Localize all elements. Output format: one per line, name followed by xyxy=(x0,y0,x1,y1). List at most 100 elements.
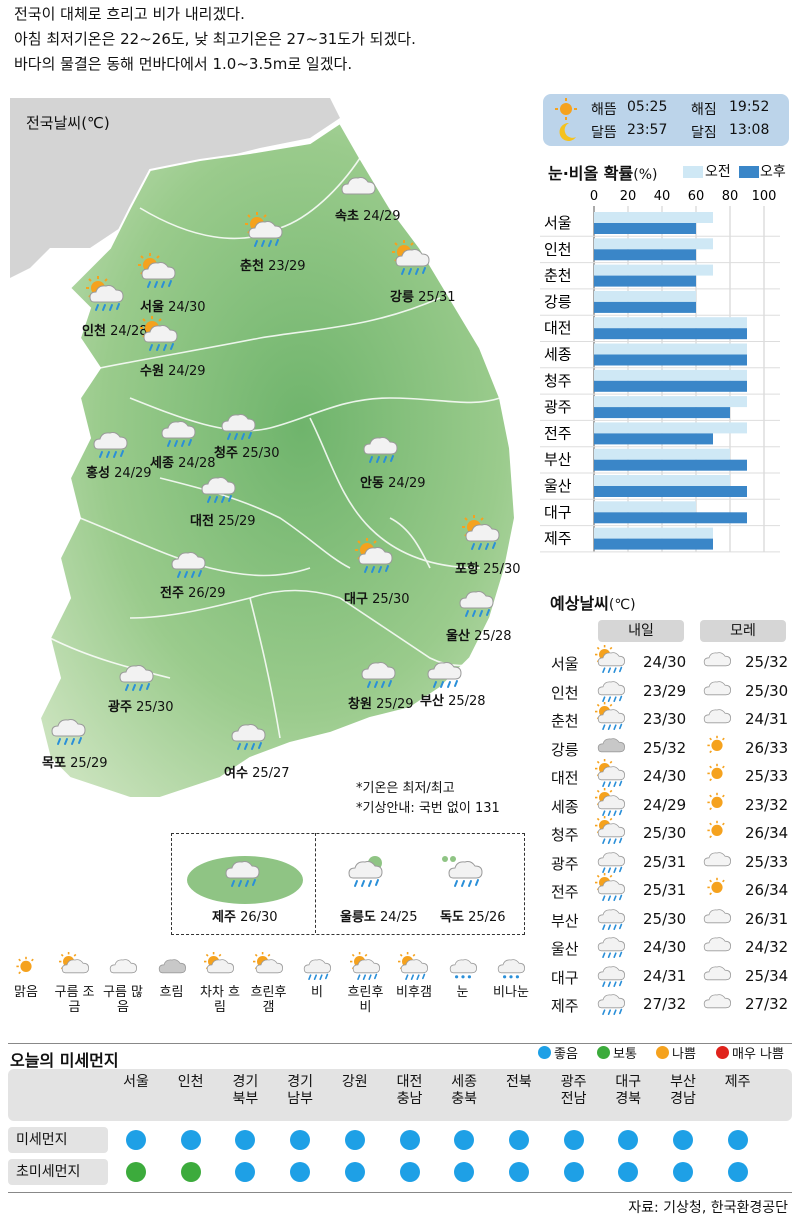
legend-label: 눈 xyxy=(456,985,469,1000)
sun-rain-icon xyxy=(595,816,626,845)
city-temp: 25/29 xyxy=(218,514,256,529)
map-weather-icon xyxy=(48,710,88,750)
dust-legend-label: 좋음 xyxy=(554,1047,578,1062)
dust-legend-label: 보통 xyxy=(613,1047,637,1062)
city-temp: 26/29 xyxy=(188,586,226,601)
dust-region-header: 대전 충남 xyxy=(396,1074,423,1107)
city-temp: 24/28 xyxy=(178,456,216,471)
city-temp: 25/31 xyxy=(418,290,456,305)
jeju-island-shape xyxy=(187,856,303,904)
city-label: 목포 25/29 xyxy=(42,752,108,771)
sun-icon xyxy=(707,792,725,810)
dust-status-dot xyxy=(180,1130,201,1150)
category-label: 인천 xyxy=(544,240,572,258)
sun-icon xyxy=(16,956,34,975)
forecast-temp-tomorrow: 25/30 xyxy=(643,824,687,842)
x-tick-label: 0 xyxy=(590,189,598,204)
forecast-icon-2 xyxy=(701,873,733,905)
forecast-icon-2 xyxy=(701,987,733,1019)
dust-status-dot xyxy=(727,1162,748,1182)
city-name: 홍성 xyxy=(86,466,110,481)
bar-pm xyxy=(594,249,696,261)
map-weather-icon xyxy=(424,653,464,693)
forecast-city: 강릉 xyxy=(551,740,579,759)
forecast-temp-dayafter: 26/31 xyxy=(745,909,789,928)
sun-icon xyxy=(707,735,725,753)
dust-status-dot xyxy=(126,1162,146,1182)
island-temp: 25/26 xyxy=(468,910,506,925)
island-weather-icon xyxy=(345,852,385,892)
sun-rain-icon xyxy=(595,787,626,816)
forecast-temp-tomorrow: 25/30 xyxy=(643,909,687,928)
city-name: 서울 xyxy=(140,300,164,315)
snow-icon xyxy=(449,959,477,979)
sun-icon xyxy=(707,763,725,782)
sunrise-time: 05:25 xyxy=(627,99,668,115)
headline-line-2: 아침 최저기온은 22~26도, 낮 최고기온은 27~31도가 되겠다. xyxy=(14,30,416,48)
city-name: 대전 xyxy=(190,514,214,529)
forecast-temp-tomorrow: 25/32 xyxy=(643,738,687,757)
forecast-icon-1 xyxy=(595,930,627,962)
bar-pm xyxy=(594,486,747,497)
sun-rain-icon xyxy=(245,212,283,247)
map-weather-icon xyxy=(355,538,395,578)
city-temp: 23/29 xyxy=(268,259,306,274)
dust-region-header: 전북 xyxy=(506,1074,532,1090)
forecast-city: 울산 xyxy=(551,940,579,958)
island-label: 제주 26/30 xyxy=(212,906,278,925)
dark-cloud-icon xyxy=(158,959,186,974)
forecast-temp-dayafter: 26/34 xyxy=(745,824,789,842)
bar-am xyxy=(594,396,747,408)
forecast-city: 인천 xyxy=(551,683,579,702)
city-label: 홍성 24/29 xyxy=(86,462,152,481)
category-label: 전주 xyxy=(544,424,572,442)
sun-moon-box: 해뜸 05:25 해짐 19:52 달뜸 23:57 달짐 13:08 xyxy=(543,94,789,146)
legend-icon xyxy=(204,952,236,984)
island-name: 제주 xyxy=(212,910,236,925)
rain-icon xyxy=(171,552,206,578)
forecast-city: 대전 xyxy=(551,769,579,787)
city-label: 청주 25/30 xyxy=(214,442,280,461)
city-temp: 25/30 xyxy=(136,700,174,715)
city-temp: 25/29 xyxy=(70,756,108,771)
category-label: 광주 xyxy=(544,398,572,416)
forecast-temp-dayafter: 24/31 xyxy=(745,710,789,728)
bar-pm xyxy=(594,538,713,550)
city-label: 포항 25/30 xyxy=(455,558,521,577)
island-name: 독도 xyxy=(440,910,464,925)
korea-map-graphic xyxy=(10,98,517,799)
dokdo-island-shape xyxy=(442,856,456,862)
rain-icon xyxy=(427,662,462,688)
island-name: 울릉도 xyxy=(340,910,376,925)
dust-status-dot xyxy=(727,1130,748,1150)
bar-pm xyxy=(594,512,747,524)
forecast-city: 대구 xyxy=(551,968,579,987)
moonset-time: 13:08 xyxy=(729,122,770,138)
city-name: 인천 xyxy=(82,324,106,339)
rain-icon xyxy=(597,851,626,873)
bar-am xyxy=(594,475,730,486)
cloudy-icon xyxy=(703,908,732,923)
rain-icon xyxy=(361,662,396,688)
map-weather-icon xyxy=(392,240,432,280)
city-temp: 25/28 xyxy=(448,694,486,709)
category-label: 춘천 xyxy=(544,267,572,285)
sun-rain-icon xyxy=(462,515,500,550)
island-weather-icon xyxy=(445,852,485,892)
sun-rain-icon xyxy=(140,316,178,351)
source-text: 자료: 기상청, 한국환경공단 xyxy=(628,1200,788,1216)
forecast-icon-2 xyxy=(701,788,733,820)
forecast-row: 강릉 25/32 26/33 xyxy=(549,735,789,762)
forecast-row: 서울 24/30 25/32 xyxy=(549,645,789,676)
legend-label: 비 xyxy=(311,985,323,1000)
island-temp: 24/25 xyxy=(380,910,418,925)
forecast-row: 인천 23/29 25/30 xyxy=(549,679,789,705)
city-temp: 24/28 xyxy=(110,324,148,339)
x-tick-label: 100 xyxy=(752,189,777,204)
forecast-icon-1 xyxy=(595,674,627,706)
dust-status-dot xyxy=(180,1162,201,1182)
category-label: 부산 xyxy=(544,451,572,469)
map-weather-icon xyxy=(456,582,496,622)
precip-chart-title: 눈·비올 확률(%) xyxy=(548,160,657,184)
